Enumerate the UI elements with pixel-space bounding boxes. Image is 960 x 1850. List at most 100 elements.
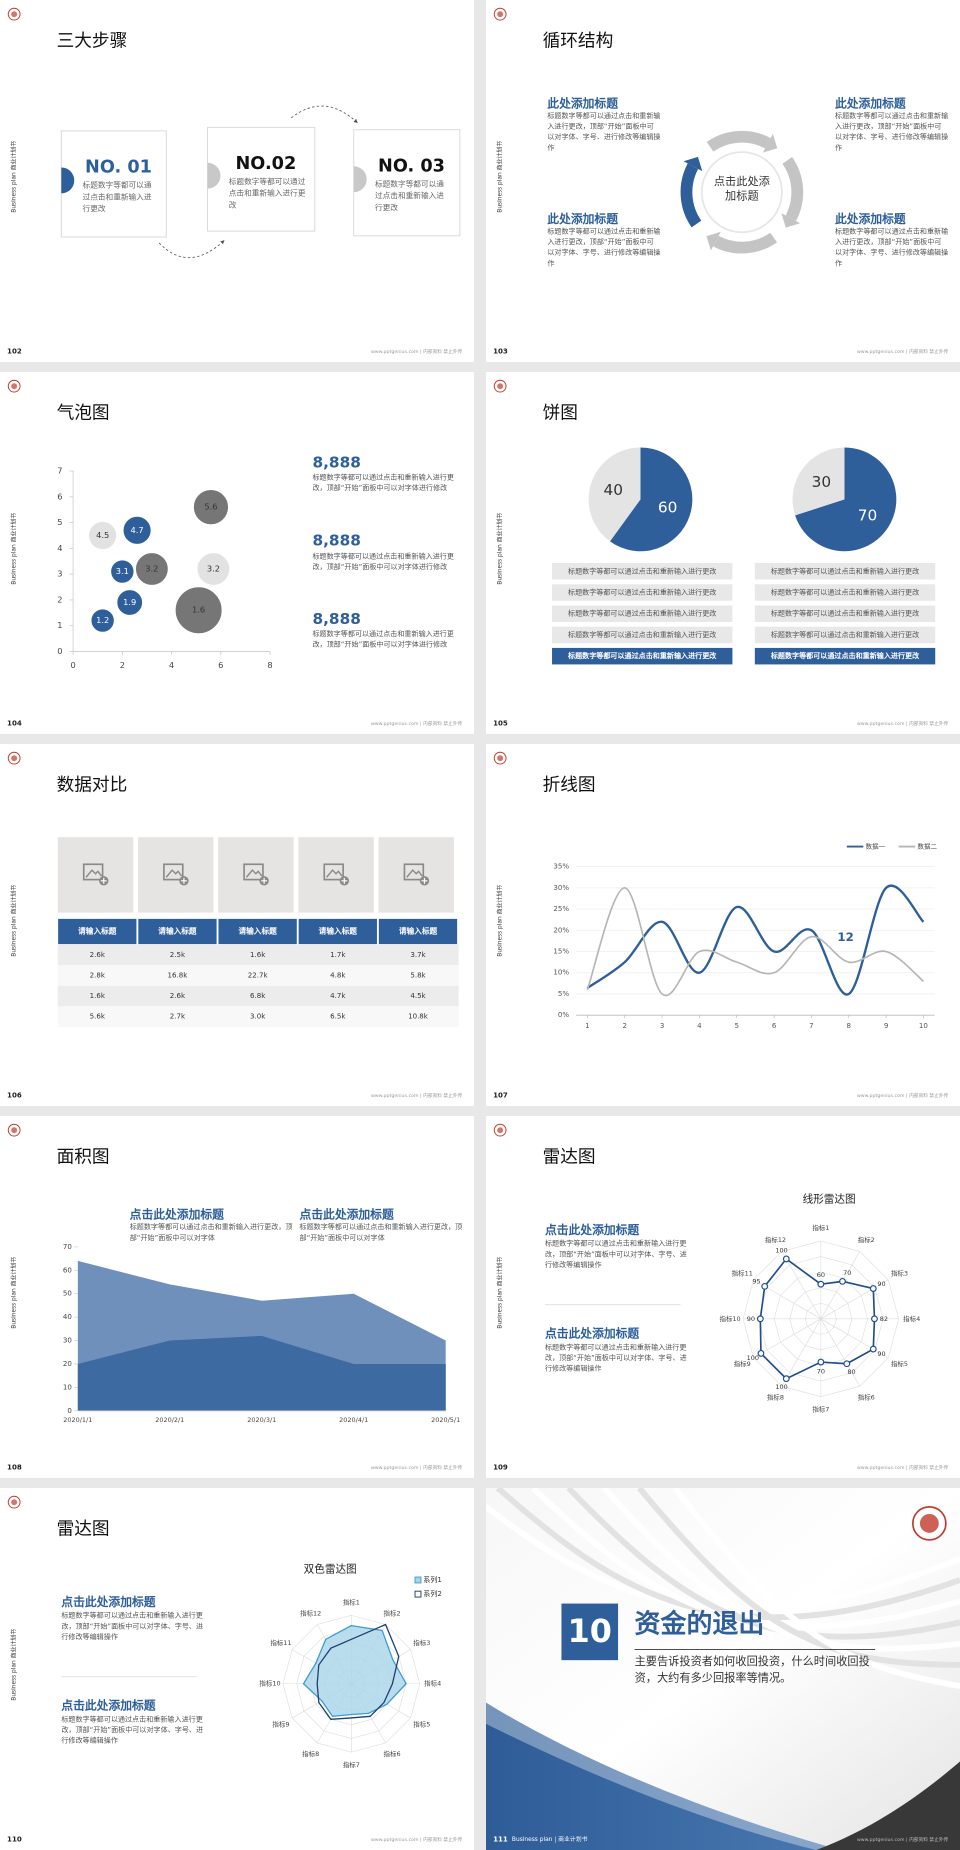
radar-point xyxy=(817,1280,825,1288)
cycle-arc xyxy=(782,157,804,221)
table-cell: 2.8k xyxy=(90,970,106,979)
footer: www.pptgenius.com | 内部资料 禁止外传 xyxy=(371,348,463,355)
pie-label: 60 xyxy=(658,499,678,517)
x-tick-label: 8 xyxy=(267,660,272,670)
slide-background xyxy=(0,372,474,734)
data-label: 60 xyxy=(817,1271,825,1279)
radar-category-label: 指标6 xyxy=(384,1749,401,1758)
center-circle xyxy=(700,151,783,234)
item-value: 8,888 xyxy=(312,532,360,550)
x-tick-label: 2 xyxy=(622,1021,627,1030)
data-label: 70 xyxy=(817,1367,825,1375)
list-text: 标题数字等都可以通过点击和重新输入进行更改 xyxy=(771,630,919,639)
slide-title: 面积图 xyxy=(57,1146,110,1167)
y-tick-label: 0% xyxy=(558,1010,569,1019)
blue-wave xyxy=(486,1702,840,1850)
step-text: 标题数字等都可以通过点击和重新输入进行更改 xyxy=(82,180,152,213)
radar-category-label: 指标5 xyxy=(413,1719,430,1728)
cycle-arrowhead xyxy=(706,231,721,251)
step-text-box: 标题数字等都可以通过点击和重新输入进行更改 xyxy=(229,177,306,209)
x-tick-label: 4 xyxy=(697,1021,702,1030)
radar-category-label: 指标1 xyxy=(812,1223,829,1232)
legend-label: 数据二 xyxy=(918,842,938,851)
list-bar xyxy=(552,584,733,601)
y-tick-label: 50 xyxy=(63,1289,72,1298)
side-label: Business plan 商业计划书 xyxy=(496,513,504,585)
page-number: 107 xyxy=(493,1090,508,1099)
logo-inner xyxy=(11,1127,18,1134)
logo xyxy=(7,1495,21,1509)
list-text: 标题数字等都可以通过点击和重新输入进行更改 xyxy=(771,566,919,575)
logo xyxy=(493,379,507,393)
line-series xyxy=(586,884,925,996)
radar-spoke xyxy=(781,1251,822,1319)
pie-label: 30 xyxy=(812,473,831,491)
list-bar xyxy=(754,584,936,601)
list-bar xyxy=(552,605,733,622)
image-icon-plus-sign xyxy=(261,877,268,884)
footer: www.pptgenius.com | 内部资料 禁止外传 xyxy=(371,720,463,727)
x-tick-label: 2020/2/1 xyxy=(155,1416,184,1424)
side-label: Business plan 商业计划书 xyxy=(10,1257,18,1329)
image-icon xyxy=(163,863,184,881)
step-number: NO.02 xyxy=(236,154,297,174)
cycle-arrowhead xyxy=(781,213,801,228)
legend-label: 系列2 xyxy=(423,1589,442,1598)
list-text: 标题数字等都可以通过点击和重新输入进行更改 xyxy=(770,651,920,660)
block-text: 标题数字等都可以通过点击和重新输入进行更改，顶部“开始”面板中可以对字体、字号、… xyxy=(61,1611,204,1642)
bubble xyxy=(109,559,135,584)
dashed-connector xyxy=(158,240,225,259)
radar-category-label: 指标4 xyxy=(903,1314,920,1323)
footer: www.pptgenius.com | 内部资料 禁止外传 xyxy=(857,720,949,727)
side-label: Business plan 商业计划书 xyxy=(496,141,504,213)
radar-point xyxy=(869,1285,877,1292)
y-tick-label: 0 xyxy=(67,1406,72,1415)
table-row xyxy=(57,965,459,986)
dark-wedge xyxy=(816,1761,960,1850)
image-icon xyxy=(403,863,425,881)
table-cell: 6.8k xyxy=(250,991,266,1000)
image-placeholder xyxy=(378,837,454,913)
block-title: 此处添加标题 xyxy=(835,212,906,226)
table-cell: 5.6k xyxy=(90,1012,106,1021)
table-cell: 4.5k xyxy=(410,991,426,1000)
cycle-arc xyxy=(706,130,771,152)
radar-category-label: 指标8 xyxy=(302,1749,319,1758)
step-card xyxy=(60,130,167,238)
radar-point xyxy=(817,1358,825,1366)
image-icon xyxy=(82,863,104,881)
radar-point xyxy=(839,1277,846,1285)
x-tick-label: 2020/4/1 xyxy=(339,1416,368,1424)
bubble xyxy=(116,588,144,617)
radar-spoke xyxy=(820,1279,889,1320)
y-tick-label: 30 xyxy=(63,1336,72,1345)
slide: 点击此处添加标题此处添加标题标题数字等都可以通过点击和重新输入进行更改，顶部“开… xyxy=(486,0,960,362)
slide-title: 三大步骤 xyxy=(57,30,128,51)
block-text: 标题数字等都可以通过点击和重新输入进行更改，顶部“开始”面板中可以对字体、字号、… xyxy=(61,1715,204,1746)
logo xyxy=(7,751,21,765)
decor-curve xyxy=(495,1488,960,1621)
x-tick-label: 6 xyxy=(772,1021,777,1030)
slide: 0 10 20 30 40 50 60 70 2020/1/1 2020/2/1 2020/3/1 2… xyxy=(0,1116,474,1478)
section-title: 资金的退出 xyxy=(635,1608,765,1639)
side-label: Business plan 商业计划书 xyxy=(10,141,18,213)
radar-category-label: 指标3 xyxy=(891,1268,908,1277)
section-text: 主要告诉投资者如何收回投资，什么时间收回投资，大约有多少回报率等情况。 xyxy=(634,1655,870,1686)
slide: 请输入标题 请输入标题 请输入标题 请输入标题 请输入标题 2.6k 2.5k 1.6k 1.7… xyxy=(0,744,474,1106)
legend-swatch xyxy=(414,1590,422,1598)
radar-point xyxy=(756,1315,764,1323)
x-tick-label: 10 xyxy=(919,1021,928,1030)
radar-point xyxy=(761,1282,769,1290)
footer: www.pptgenius.com | 内部资料 禁止外传 xyxy=(371,1464,463,1471)
slide-title: 雷达图 xyxy=(57,1518,110,1539)
slide-title: 饼图 xyxy=(543,402,578,423)
list-bar xyxy=(552,647,733,665)
image-icon xyxy=(243,863,264,881)
slide-background xyxy=(0,1488,474,1850)
logo xyxy=(7,379,21,393)
page-number: 106 xyxy=(7,1090,22,1099)
list-text: 标题数字等都可以通过点击和重新输入进行更改 xyxy=(771,609,919,618)
cycle-arc xyxy=(680,163,702,228)
legend-swatch xyxy=(414,1576,422,1584)
footer: www.pptgenius.com | 内部资料 禁止外传 xyxy=(371,1092,463,1099)
